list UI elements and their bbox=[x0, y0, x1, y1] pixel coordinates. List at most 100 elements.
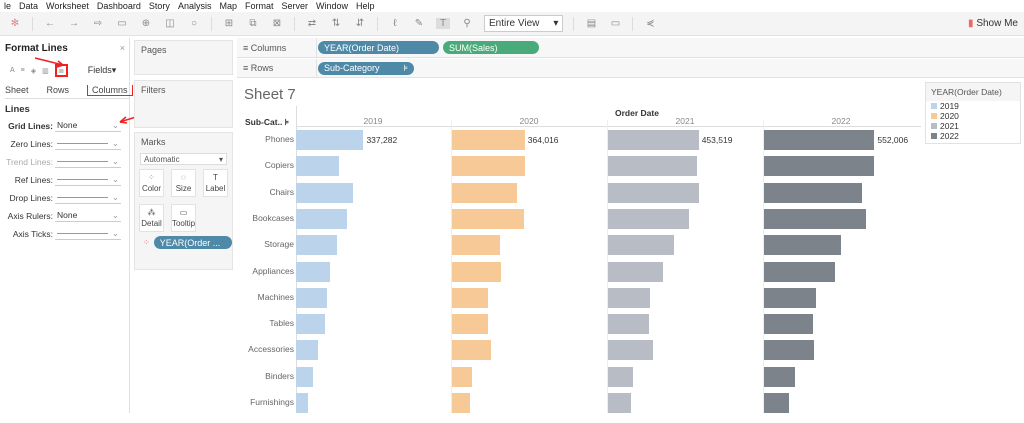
format-row-dropdown[interactable]: ⌄ bbox=[55, 174, 121, 186]
bar[interactable] bbox=[452, 182, 518, 203]
menu-item[interactable]: Worksheet bbox=[46, 1, 89, 11]
bar[interactable] bbox=[296, 261, 331, 282]
bar[interactable] bbox=[608, 261, 663, 282]
menu-item[interactable]: Map bbox=[219, 1, 237, 11]
duplicate-icon[interactable]: ⧉ bbox=[249, 18, 257, 29]
legend-item[interactable]: 2021 bbox=[926, 121, 1020, 131]
highlight-icon[interactable]: ℓ bbox=[393, 18, 397, 29]
bar[interactable] bbox=[608, 156, 697, 177]
label-button[interactable]: T Label bbox=[203, 169, 228, 197]
tab-sheet[interactable]: Sheet bbox=[5, 85, 29, 95]
pill-year-order-date[interactable]: YEAR(Order Date) bbox=[318, 41, 439, 54]
legend-item[interactable]: 2019 bbox=[926, 101, 1020, 111]
format-row-dropdown[interactable]: None ⌄ bbox=[55, 119, 121, 132]
bar[interactable] bbox=[452, 235, 501, 256]
format-row-dropdown[interactable]: ⌄ bbox=[55, 138, 121, 150]
year-order-date-pill[interactable]: YEAR(Order ... bbox=[153, 236, 232, 249]
bar[interactable] bbox=[764, 287, 817, 308]
save-icon[interactable]: ▭ bbox=[117, 18, 127, 29]
redo-icon[interactable]: → bbox=[69, 18, 79, 29]
annotate-icon[interactable]: ✎ bbox=[414, 18, 424, 29]
borders-icon[interactable]: ▥ bbox=[42, 67, 49, 75]
format-row-dropdown[interactable]: ⌄ bbox=[55, 156, 121, 168]
menu-item[interactable]: le bbox=[4, 1, 12, 11]
bar[interactable] bbox=[296, 235, 337, 256]
bar[interactable] bbox=[452, 208, 524, 229]
bar[interactable] bbox=[764, 340, 815, 361]
format-row-dropdown[interactable]: ⌄ bbox=[55, 192, 121, 204]
new-sheet-icon[interactable]: ⊞ bbox=[224, 18, 234, 29]
size-button[interactable]: ◌ Size bbox=[171, 169, 196, 197]
menu-item[interactable]: Data bbox=[19, 1, 39, 11]
bar[interactable] bbox=[608, 314, 649, 335]
bar[interactable] bbox=[296, 156, 339, 177]
bar[interactable] bbox=[608, 287, 650, 308]
sort-desc-icon[interactable]: ⇵ bbox=[355, 18, 365, 29]
detail-button[interactable]: ⁂ Detail bbox=[139, 204, 164, 232]
bar[interactable] bbox=[452, 261, 502, 282]
refresh-icon[interactable]: ○ bbox=[190, 18, 198, 29]
bar[interactable] bbox=[452, 314, 489, 335]
bar[interactable] bbox=[296, 287, 328, 308]
tooltip-button[interactable]: ▭ Tooltip bbox=[171, 204, 196, 232]
bar[interactable] bbox=[296, 393, 309, 413]
legend-item[interactable]: 2020 bbox=[926, 111, 1020, 121]
filters-card[interactable]: Filters bbox=[134, 80, 233, 128]
cards-icon[interactable]: ▤ bbox=[586, 18, 597, 29]
menu-item[interactable]: Help bbox=[356, 1, 375, 11]
pin-icon[interactable]: ⚲ bbox=[463, 18, 471, 29]
bar[interactable] bbox=[452, 393, 471, 413]
sort-asc-icon[interactable]: ⇅ bbox=[331, 18, 341, 29]
bar[interactable] bbox=[608, 182, 699, 203]
bar[interactable] bbox=[452, 156, 525, 177]
undo-icon[interactable]: ← bbox=[45, 18, 55, 29]
menu-item[interactable]: Analysis bbox=[177, 1, 212, 11]
replay-icon[interactable]: ⇨ bbox=[93, 18, 103, 29]
menu-item[interactable]: Window bbox=[316, 1, 349, 11]
bar[interactable] bbox=[452, 287, 489, 308]
labels-icon[interactable]: T bbox=[436, 18, 450, 29]
menu-item[interactable]: Story bbox=[148, 1, 170, 11]
format-row-dropdown[interactable]: None ⌄ bbox=[55, 209, 121, 222]
font-icon[interactable]: A bbox=[10, 67, 15, 74]
bar[interactable] bbox=[296, 366, 314, 387]
bar[interactable] bbox=[764, 314, 813, 335]
bar[interactable] bbox=[764, 130, 875, 150]
format-row-dropdown[interactable]: ⌄ bbox=[55, 228, 121, 240]
swap-icon[interactable]: ⇄ bbox=[307, 18, 317, 29]
bar[interactable] bbox=[764, 182, 862, 203]
bar[interactable] bbox=[764, 156, 875, 177]
bar[interactable] bbox=[608, 130, 699, 150]
bar[interactable] bbox=[608, 393, 632, 413]
bar[interactable] bbox=[608, 208, 689, 229]
color-button[interactable]: ⁘ Color bbox=[139, 169, 164, 197]
alignment-icon[interactable]: ≡ bbox=[20, 67, 25, 74]
bar[interactable] bbox=[608, 235, 675, 256]
bar[interactable] bbox=[296, 208, 348, 229]
bar[interactable] bbox=[764, 261, 836, 282]
presentation-icon[interactable]: ▭ bbox=[610, 18, 621, 29]
tab-columns[interactable]: Columns bbox=[87, 85, 133, 96]
bar[interactable] bbox=[764, 235, 841, 256]
bar[interactable] bbox=[296, 130, 364, 150]
pages-card[interactable]: Pages bbox=[134, 40, 233, 75]
fit-dropdown[interactable]: Entire View ▾ bbox=[484, 15, 564, 32]
bar[interactable] bbox=[608, 340, 653, 361]
menu-item[interactable]: Format bbox=[244, 1, 274, 11]
fields-dropdown[interactable]: Fields▾ bbox=[87, 65, 117, 75]
show-me-button[interactable]: ▮ Show Me bbox=[968, 18, 1018, 29]
pill-sub-category[interactable]: Sub-Category ⊧ bbox=[318, 61, 414, 75]
pill-sum-sales[interactable]: SUM(Sales) bbox=[443, 41, 539, 54]
new-datasource-icon[interactable]: ⊕ bbox=[141, 18, 151, 29]
clear-icon[interactable]: ⊠ bbox=[272, 18, 282, 29]
menu-item[interactable]: Server bbox=[281, 1, 308, 11]
row-header[interactable]: Sub-Cat.. ⊧ bbox=[245, 117, 290, 127]
bar[interactable] bbox=[608, 366, 634, 387]
close-icon[interactable]: × bbox=[119, 43, 125, 53]
shading-icon[interactable]: ◈ bbox=[30, 67, 37, 75]
legend-item[interactable]: 2022 bbox=[926, 131, 1020, 141]
pause-icon[interactable]: ◫ bbox=[165, 18, 175, 29]
mark-type-dropdown[interactable]: Automatic ▾ bbox=[140, 153, 227, 165]
bar[interactable] bbox=[452, 366, 473, 387]
menu-item[interactable]: Dashboard bbox=[96, 1, 141, 11]
